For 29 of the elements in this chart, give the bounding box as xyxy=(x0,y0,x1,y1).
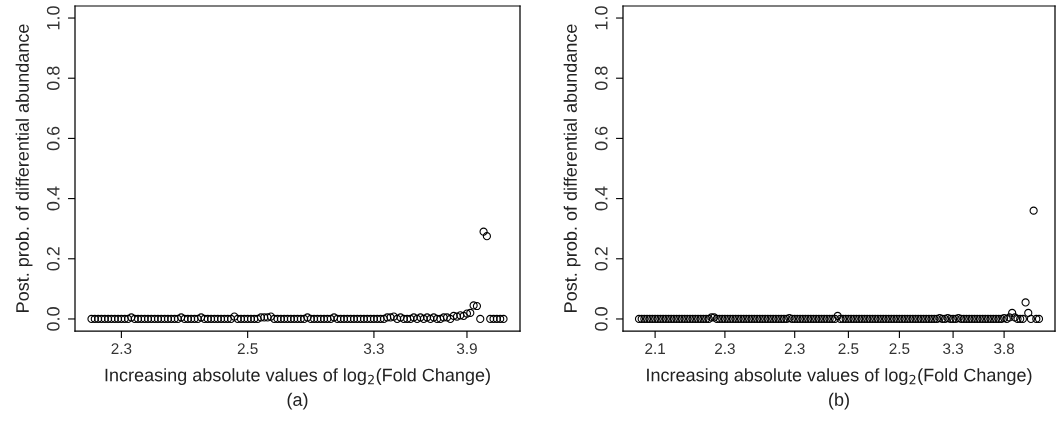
text: (b) xyxy=(829,392,849,410)
x-tick-label: 2.3 xyxy=(784,343,805,355)
y-tick-label: 1.0 xyxy=(46,6,60,30)
y-tick-label: 0.2 xyxy=(594,247,608,271)
y-tick-label: 0.8 xyxy=(46,66,60,91)
y-axis-title: Post. prob. of differential abundance xyxy=(563,24,581,312)
y-axis-title: Post. prob. of differential abundance xyxy=(15,24,33,312)
y-tick-label: 0.6 xyxy=(46,126,60,151)
x-tick-label: 2.5 xyxy=(237,343,258,355)
x-tick-label: 3.3 xyxy=(363,343,384,355)
y-tick-label: 0.2 xyxy=(46,247,60,271)
x-axis-title: Increasing absolute values of log$_{2}$(Fold Change) xyxy=(105,368,490,385)
x-tick-label: 3.9 xyxy=(456,343,477,355)
y-tick-label: 1.0 xyxy=(594,6,608,30)
x-tick-label: 2.5 xyxy=(838,343,859,355)
x-axis-title: Increasing absolute values of log$_{2}$(Fold Change) xyxy=(647,368,1032,385)
x-tick-label: 3.3 xyxy=(943,343,964,355)
text: (a) xyxy=(287,392,308,410)
x-tick-label: 2.5 xyxy=(889,343,910,355)
y-tick-label: 0.0 xyxy=(46,307,60,331)
y-tick-label: 0.4 xyxy=(594,186,608,211)
x-tick-label: 3.8 xyxy=(994,343,1015,355)
y-tick-label: 0.6 xyxy=(594,126,608,151)
x-tick-label: 2.3 xyxy=(111,343,132,355)
y-tick-label: 0.0 xyxy=(594,307,608,331)
y-tick-label: 0.8 xyxy=(594,66,608,91)
y-tick-label: 0.4 xyxy=(46,186,60,211)
x-tick-label: 2.3 xyxy=(715,343,735,355)
x-tick-label: 2.1 xyxy=(645,343,665,354)
